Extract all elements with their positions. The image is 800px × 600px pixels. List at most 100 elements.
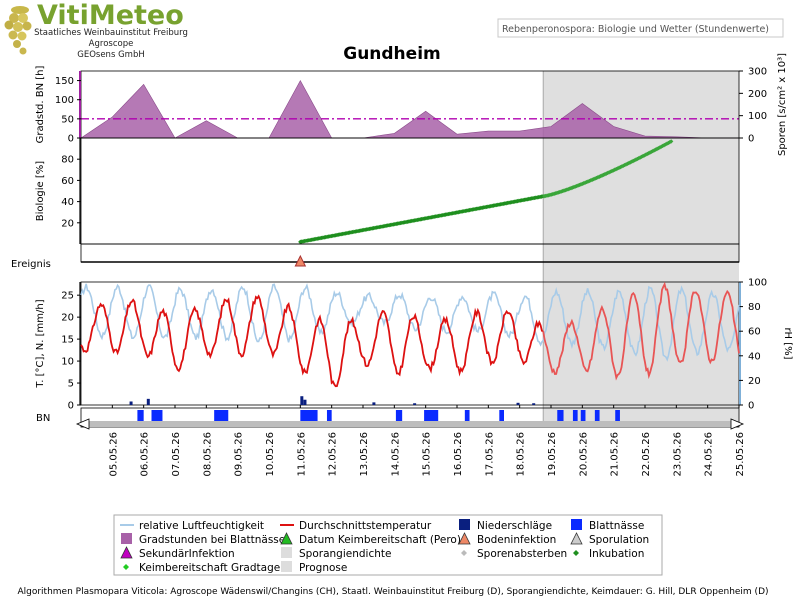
legend-swatch-diamond <box>573 550 579 556</box>
legend-label: Sporenabsterben <box>477 548 567 560</box>
left-tick-label: 60 <box>61 176 74 187</box>
x-tick-label: 05.05.26 <box>108 432 119 477</box>
legend-label: Gradstunden bei Blattnässe <box>139 534 285 546</box>
legend-swatch-triangle <box>458 532 471 545</box>
scroll-left-arrow-icon <box>75 418 90 430</box>
right-tick-label: 80 <box>748 302 761 313</box>
left-tick-label: 40 <box>61 197 74 208</box>
subtitle-box: Rebenperonospora: Biologie und Wetter (S… <box>497 18 784 38</box>
legend-label: Bodeninfektion <box>477 534 556 546</box>
right-tick-label: 200 <box>748 89 767 100</box>
x-tick-label: 18.05.26 <box>516 432 527 477</box>
wetness-bar <box>615 410 620 425</box>
wetness-bar <box>326 410 332 425</box>
legend-item: relative Luftfeuchtigkeit <box>120 520 264 532</box>
wetness-bar <box>594 410 600 425</box>
legend-swatch-triangle <box>120 546 133 559</box>
legend-label: Datum Keimbereitschaft (Pero) <box>299 534 461 546</box>
ylabel-biology: Biologie [%] <box>35 161 46 222</box>
legend-label: SekundärInfektion <box>139 548 235 560</box>
x-tick-label: 07.05.26 <box>171 432 182 477</box>
x-tick-label: 16.05.26 <box>453 432 464 477</box>
rain-bar <box>146 398 150 405</box>
wetness-bar <box>464 410 470 425</box>
legend: relative Luftfeuchtigkeit Durchschnittste… <box>113 514 663 576</box>
legend-item: Durchschnittstemperatur <box>280 520 432 532</box>
x-tick-label: 13.05.26 <box>359 432 370 477</box>
legend-swatch-square <box>121 533 132 544</box>
x-tick-label: 22.05.26 <box>641 432 652 477</box>
legend-item: Prognose <box>281 561 347 574</box>
left-tick-label: 5 <box>68 379 74 390</box>
wetness-bar <box>572 410 578 425</box>
logo-title: VitiMeteo <box>37 0 184 31</box>
legend-label: Sporulation <box>589 534 649 546</box>
logo: VitiMeteo Staatliches Weinbauinstitut Fr… <box>4 0 188 60</box>
incubation-point <box>668 139 674 144</box>
legend-label: Blattnässe <box>589 520 644 532</box>
x-tick-label: 24.05.26 <box>704 432 715 477</box>
scroll-right-arrow-icon <box>730 418 745 430</box>
ylabel-spores: Sporen [s/cm² x 10³] <box>777 53 788 156</box>
left-tick-label: 20 <box>61 313 74 324</box>
legend-swatch-square <box>459 519 470 530</box>
legend-item: Datum Keimbereitschaft (Pero) <box>280 532 461 546</box>
legend-item: Niederschläge <box>459 519 552 532</box>
rain-bar <box>516 402 520 405</box>
legend-label: Sporangiendichte <box>299 548 391 560</box>
event-marker-bodeninfektion <box>294 254 307 267</box>
wetness-label: BN <box>36 413 50 424</box>
x-tick-label: 09.05.26 <box>234 432 245 477</box>
legend-item: Blattnässe <box>571 519 644 532</box>
x-tick-label: 17.05.26 <box>484 432 495 477</box>
ylabel-degree-hours: Gradstd. BN [h] <box>35 65 46 143</box>
left-tick-label: 20 <box>61 218 74 229</box>
station-name: Gundheim <box>343 44 441 64</box>
incubation-series <box>298 139 674 245</box>
legend-swatch-triangle <box>570 532 583 545</box>
right-tick-label: 0 <box>748 401 754 412</box>
x-tick-label: 12.05.26 <box>328 432 339 477</box>
left-tick-label: 150 <box>55 76 74 87</box>
legend-label: relative Luftfeuchtigkeit <box>139 520 264 532</box>
x-tick-label: 21.05.26 <box>610 432 621 477</box>
x-tick-label: 15.05.26 <box>422 432 433 477</box>
legend-item: Gradstunden bei Blattnässe <box>121 533 285 546</box>
rain-bar <box>303 399 307 405</box>
ylabel-humidity: rH [%] <box>782 327 793 359</box>
left-tick-label: 10 <box>61 357 74 368</box>
legend-swatch-square <box>281 561 292 572</box>
right-tick-label: 300 <box>748 67 767 78</box>
legend-swatch-square <box>281 547 292 558</box>
left-tick-label: 100 <box>55 95 74 106</box>
legend-swatch-square <box>571 519 582 530</box>
wetness-bar <box>137 410 144 425</box>
legend-item: Keimbereitschaft Gradtage <box>123 562 280 574</box>
logo-line-1: Staatliches Weinbauinstitut Freiburg <box>34 28 188 38</box>
legend-swatch-diamond <box>123 564 129 570</box>
ylabel-weather: T. [°C], N. [mm/h] <box>35 299 46 388</box>
legend-item: Bodeninfektion <box>458 532 556 546</box>
rain-bar <box>413 403 417 405</box>
rain-bar <box>532 403 536 405</box>
left-tick-label: 0 <box>68 134 74 145</box>
left-tick-label: 15 <box>61 335 74 346</box>
wetness-bar <box>557 410 564 425</box>
chart-subtitle: Rebenperonospora: Biologie und Wetter (S… <box>502 24 769 35</box>
logo-line-3: GEOsens GmbH <box>77 50 144 60</box>
grape-icon <box>4 6 32 55</box>
left-tick-label: 50 <box>61 114 74 125</box>
x-tick-label: 11.05.26 <box>296 432 307 477</box>
legend-item: Inkubation <box>573 548 644 560</box>
wetness-bar <box>580 410 586 425</box>
left-tick-label: 25 <box>61 291 74 302</box>
legend-item: SekundärInfektion <box>120 546 235 560</box>
rain-bar <box>129 401 133 405</box>
right-tick-label: 60 <box>748 327 761 338</box>
right-tick-label: 40 <box>748 351 761 362</box>
x-tick-label: 06.05.26 <box>140 432 151 477</box>
right-tick-label: 0 <box>748 134 754 145</box>
degree-hours-area <box>80 79 739 139</box>
